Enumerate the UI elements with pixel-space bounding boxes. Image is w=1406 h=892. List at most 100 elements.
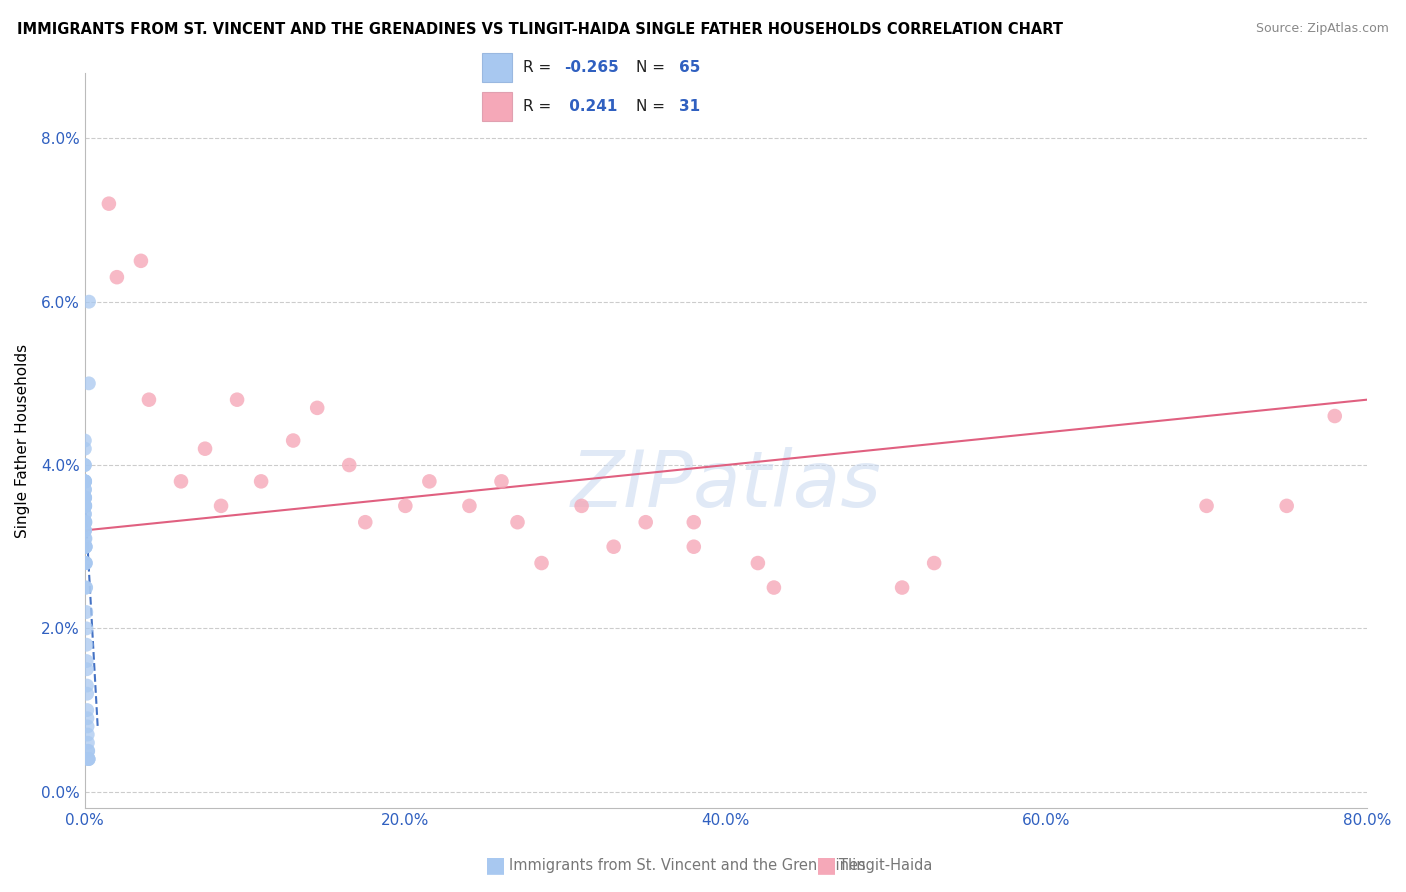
Point xyxy=(73,499,96,513)
Text: IMMIGRANTS FROM ST. VINCENT AND THE GRENADINES VS TLINGIT-HAIDA SINGLE FATHER HO: IMMIGRANTS FROM ST. VINCENT AND THE GREN… xyxy=(17,22,1063,37)
Point xyxy=(77,376,100,391)
Point xyxy=(76,687,98,701)
Point xyxy=(354,515,377,529)
FancyBboxPatch shape xyxy=(482,92,512,120)
Point xyxy=(73,458,96,472)
Point xyxy=(170,475,193,489)
Point xyxy=(76,654,98,668)
Point xyxy=(73,524,96,538)
Point xyxy=(506,515,529,529)
Point xyxy=(73,434,96,448)
Point xyxy=(75,524,97,538)
Text: ZIPatlas: ZIPatlas xyxy=(571,447,882,523)
Point xyxy=(75,532,97,546)
Point xyxy=(138,392,160,407)
Point xyxy=(75,475,97,489)
Point xyxy=(73,507,96,521)
Point xyxy=(75,556,97,570)
Point xyxy=(73,507,96,521)
Point xyxy=(73,524,96,538)
Point xyxy=(491,475,513,489)
Point xyxy=(73,540,96,554)
Point xyxy=(76,679,98,693)
Point xyxy=(73,491,96,505)
Point xyxy=(75,540,97,554)
Point xyxy=(73,556,96,570)
Point xyxy=(73,475,96,489)
Text: Tlingit-Haida: Tlingit-Haida xyxy=(839,858,932,872)
Point xyxy=(73,499,96,513)
Point xyxy=(73,515,96,529)
Point xyxy=(250,475,273,489)
Point xyxy=(682,540,704,554)
Point xyxy=(337,458,360,472)
Point xyxy=(75,540,97,554)
Point xyxy=(73,499,96,513)
Point xyxy=(73,442,96,456)
Point xyxy=(73,475,96,489)
Text: R =: R = xyxy=(523,99,557,114)
Text: Source: ZipAtlas.com: Source: ZipAtlas.com xyxy=(1256,22,1389,36)
Point xyxy=(75,605,97,619)
Point xyxy=(97,196,120,211)
Point xyxy=(73,475,96,489)
Text: N =: N = xyxy=(636,60,669,75)
Text: ■: ■ xyxy=(815,855,837,875)
Text: 31: 31 xyxy=(679,99,700,114)
Text: 65: 65 xyxy=(679,60,700,75)
Point xyxy=(73,532,96,546)
FancyBboxPatch shape xyxy=(482,54,512,82)
Point xyxy=(73,491,96,505)
Point xyxy=(1195,499,1218,513)
Point xyxy=(73,475,96,489)
Point xyxy=(73,556,96,570)
Point xyxy=(194,442,217,456)
Text: R =: R = xyxy=(523,60,557,75)
Point xyxy=(458,499,481,513)
Point xyxy=(76,703,98,717)
Point xyxy=(75,621,97,635)
Point xyxy=(418,475,440,489)
Point xyxy=(73,515,96,529)
Point xyxy=(75,491,97,505)
Point xyxy=(73,540,96,554)
Text: N =: N = xyxy=(636,99,669,114)
Point xyxy=(75,556,97,570)
Point xyxy=(571,499,593,513)
Point xyxy=(76,719,98,733)
Point xyxy=(307,401,329,415)
Point xyxy=(634,515,657,529)
Point xyxy=(76,711,98,725)
Point xyxy=(891,581,914,595)
Text: -0.265: -0.265 xyxy=(564,60,619,75)
Text: 0.241: 0.241 xyxy=(564,99,617,114)
Point xyxy=(75,515,97,529)
Point xyxy=(77,744,100,758)
Point xyxy=(394,499,416,513)
Point xyxy=(73,483,96,497)
Point xyxy=(75,540,97,554)
Point xyxy=(75,581,97,595)
Point xyxy=(73,499,96,513)
Point xyxy=(76,728,98,742)
Point xyxy=(77,294,100,309)
Point xyxy=(283,434,305,448)
Point xyxy=(129,253,152,268)
Point xyxy=(76,662,98,676)
Point xyxy=(75,556,97,570)
Point xyxy=(747,556,769,570)
Point xyxy=(682,515,704,529)
Point xyxy=(762,581,785,595)
Point xyxy=(77,752,100,766)
Point xyxy=(77,752,100,766)
Text: Immigrants from St. Vincent and the Grenadines: Immigrants from St. Vincent and the Gren… xyxy=(509,858,866,872)
Point xyxy=(1323,409,1346,423)
Point xyxy=(226,392,249,407)
Point xyxy=(1275,499,1298,513)
Text: ■: ■ xyxy=(485,855,506,875)
Point xyxy=(73,515,96,529)
Y-axis label: Single Father Households: Single Father Households xyxy=(15,343,30,538)
Point xyxy=(73,499,96,513)
Point xyxy=(105,270,128,285)
Point xyxy=(530,556,553,570)
